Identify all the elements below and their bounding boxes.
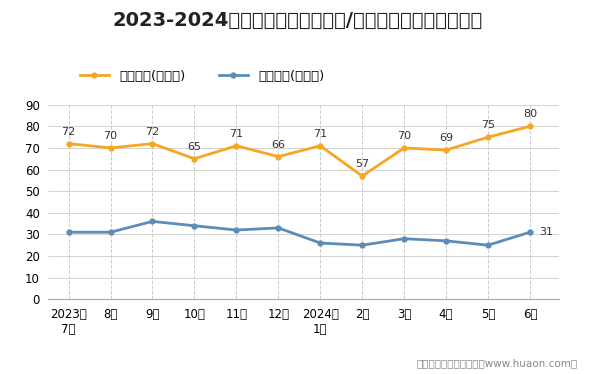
进口总额(亿美元) bbox=[191, 224, 198, 228]
出口总额(亿美元) bbox=[191, 156, 198, 161]
Text: 制图：华经产业研究院（www.huaon.com）: 制图：华经产业研究院（www.huaon.com） bbox=[416, 358, 577, 368]
出口总额(亿美元) bbox=[443, 148, 450, 152]
出口总额(亿美元) bbox=[65, 141, 72, 146]
进口总额(亿美元) bbox=[107, 230, 114, 234]
Text: 72: 72 bbox=[145, 127, 159, 137]
Text: 70: 70 bbox=[104, 131, 118, 141]
Line: 进口总额(亿美元): 进口总额(亿美元) bbox=[66, 219, 533, 248]
Text: 65: 65 bbox=[187, 142, 201, 152]
进口总额(亿美元) bbox=[275, 226, 282, 230]
出口总额(亿美元) bbox=[359, 174, 366, 178]
进口总额(亿美元) bbox=[149, 219, 156, 224]
Text: 66: 66 bbox=[271, 140, 285, 150]
进口总额(亿美元) bbox=[443, 239, 450, 243]
Text: 57: 57 bbox=[355, 159, 369, 169]
进口总额(亿美元) bbox=[233, 228, 240, 232]
Legend: 出口总额(亿美元), 进口总额(亿美元): 出口总额(亿美元), 进口总额(亿美元) bbox=[80, 70, 324, 83]
出口总额(亿美元) bbox=[107, 146, 114, 150]
Text: 75: 75 bbox=[481, 120, 495, 130]
Text: 2023-2024年安徽省（境内目的地/货源地）进、出口额统计: 2023-2024年安徽省（境内目的地/货源地）进、出口额统计 bbox=[112, 11, 483, 30]
Text: 80: 80 bbox=[523, 109, 537, 119]
出口总额(亿美元) bbox=[400, 146, 408, 150]
出口总额(亿美元) bbox=[233, 144, 240, 148]
进口总额(亿美元) bbox=[527, 230, 534, 234]
出口总额(亿美元) bbox=[317, 144, 324, 148]
Line: 出口总额(亿美元): 出口总额(亿美元) bbox=[66, 124, 533, 178]
出口总额(亿美元) bbox=[484, 135, 491, 140]
出口总额(亿美元) bbox=[149, 141, 156, 146]
Text: 71: 71 bbox=[313, 129, 327, 139]
Text: 70: 70 bbox=[397, 131, 411, 141]
进口总额(亿美元) bbox=[65, 230, 72, 234]
Text: 31: 31 bbox=[540, 227, 554, 237]
进口总额(亿美元) bbox=[317, 241, 324, 245]
出口总额(亿美元) bbox=[527, 124, 534, 129]
出口总额(亿美元) bbox=[275, 154, 282, 159]
进口总额(亿美元) bbox=[484, 243, 491, 248]
进口总额(亿美元) bbox=[359, 243, 366, 248]
Text: 71: 71 bbox=[229, 129, 243, 139]
Text: 72: 72 bbox=[61, 127, 76, 137]
进口总额(亿美元) bbox=[400, 236, 408, 241]
Text: 69: 69 bbox=[439, 133, 453, 143]
